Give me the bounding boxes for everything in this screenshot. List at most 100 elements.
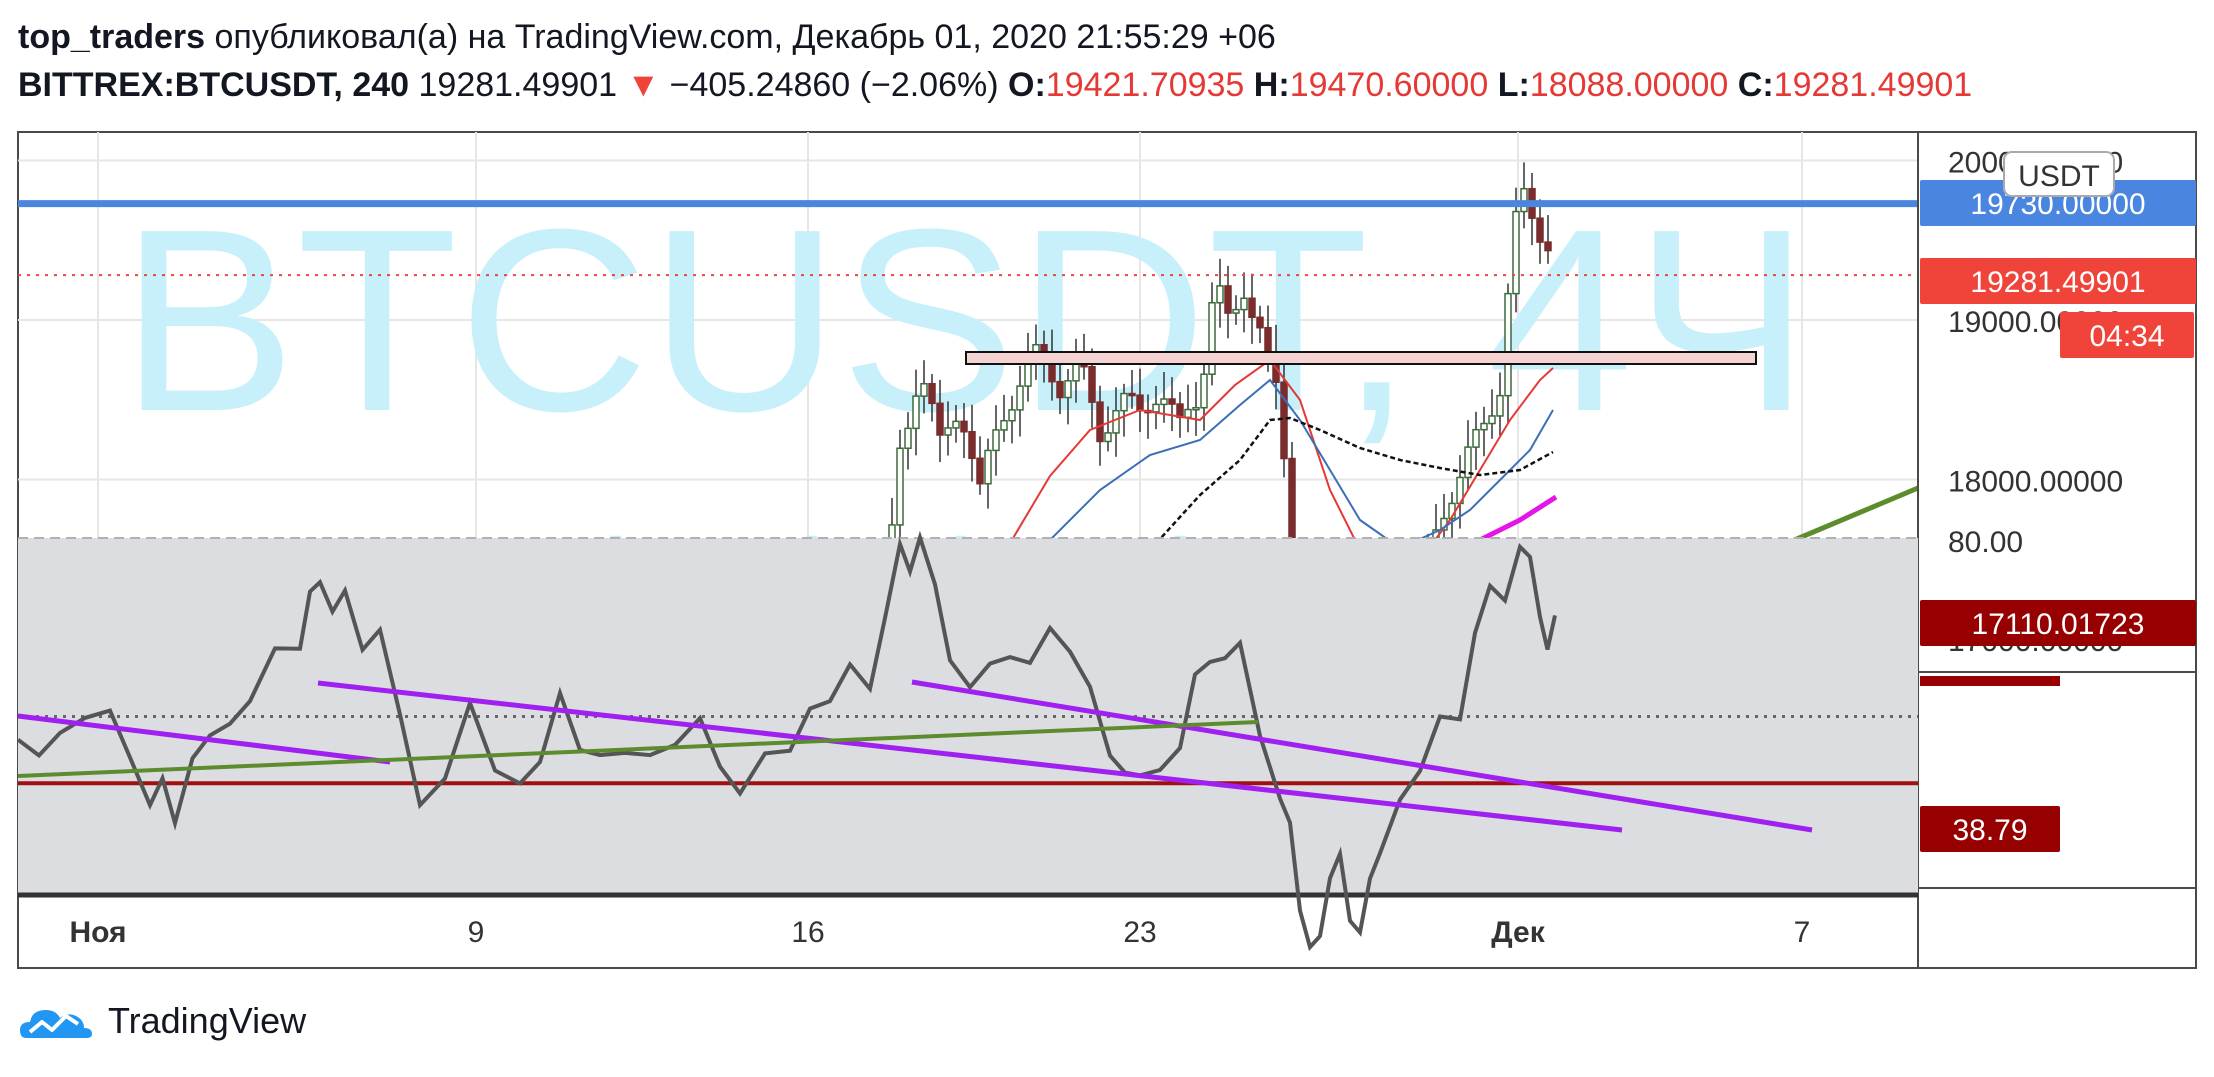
- tradingview-logo-icon: [20, 1010, 92, 1038]
- candle-body: [1512, 210, 1520, 295]
- time-tick: 16: [791, 916, 824, 949]
- rsi-value-label: 38.79: [1952, 814, 2027, 847]
- candle-body: [1240, 297, 1248, 311]
- candle-body: [960, 420, 968, 433]
- candle-body: [1184, 408, 1192, 419]
- axis-marker: [1920, 676, 2060, 686]
- candle-body: [904, 427, 912, 449]
- candle-body: [1504, 292, 1512, 397]
- time-tick: 7: [1794, 916, 1811, 949]
- candle-body: [1496, 394, 1504, 417]
- candle-body: [1256, 316, 1264, 329]
- candle-body: [1280, 381, 1288, 460]
- watermark-symbol: BTCUSDT, 4Ч: [120, 176, 1810, 466]
- candle-body: [1480, 422, 1488, 431]
- candle-body: [1088, 365, 1096, 403]
- last-price: 19281.49901: [418, 66, 618, 104]
- currency-badge[interactable]: [2003, 151, 2115, 197]
- open-value: 19421.70935: [1045, 66, 1245, 104]
- candle-body: [1000, 419, 1008, 431]
- candle-body: [1096, 401, 1104, 443]
- candle-body: [1008, 409, 1016, 422]
- down-arrow-icon: ▼: [626, 66, 661, 104]
- publish-info: опубликовал(а) на TradingView.com, Декаб…: [205, 18, 1276, 56]
- quote-line: BITTREX:BTCUSDT, 240 19281.49901 ▼ −405.…: [18, 62, 2194, 108]
- candle-body: [1544, 241, 1552, 252]
- rsi-trend-line[interactable]: [17, 713, 391, 765]
- rsi-trend-line-green[interactable]: [17, 720, 1259, 778]
- chart-canvas[interactable]: BTCUSDT, 4ЧBitcoin / Tether20000.0000019…: [0, 0, 2214, 1000]
- candle-body: [1112, 409, 1120, 434]
- open-label: O:: [1008, 66, 1046, 104]
- rsi-tick: 80.00: [1948, 526, 2023, 559]
- last-price-label-bg[interactable]: [1920, 258, 2196, 304]
- resistance-price-label-bg[interactable]: [1920, 180, 2196, 226]
- candle-body: [1192, 406, 1200, 411]
- candle-body: [1056, 380, 1064, 399]
- last-price-label: 19281.49901: [1970, 266, 2145, 299]
- high-label: H:: [1253, 66, 1290, 104]
- close-value: 19281.49901: [1773, 66, 1973, 104]
- support-price-label-bg[interactable]: [1920, 600, 2196, 646]
- candle-body: [1208, 302, 1216, 375]
- candle-body: [912, 395, 920, 430]
- candle-body: [928, 382, 936, 405]
- time-tick: Дек: [1491, 916, 1545, 949]
- candle-body: [1120, 392, 1128, 412]
- candle-body: [1016, 385, 1024, 411]
- rsi-trend-line[interactable]: [317, 680, 1623, 833]
- author-name[interactable]: top_traders: [18, 18, 206, 56]
- candle-body: [1168, 398, 1176, 405]
- footer: TradingView: [18, 998, 306, 1044]
- symbol-interval[interactable]: BITTREX:BTCUSDT, 240: [18, 66, 410, 104]
- candle-body: [896, 447, 904, 526]
- ema-slow-line: [949, 378, 1554, 673]
- candle-body: [968, 431, 976, 460]
- candle-body: [1104, 432, 1112, 443]
- low-label: L:: [1497, 66, 1530, 104]
- candle-body: [1224, 285, 1232, 314]
- candle-body: [1232, 308, 1240, 314]
- candle-body: [992, 429, 1000, 452]
- currency-label: USDT: [2018, 160, 2100, 193]
- candle-body: [936, 402, 944, 436]
- rsi-band: [18, 538, 1918, 895]
- bar-countdown-label-bg[interactable]: [2060, 312, 2194, 358]
- candle-body: [976, 457, 984, 485]
- price-change: −405.24860 (−2.06%): [669, 66, 999, 104]
- rsi-line: [16, 530, 1557, 952]
- bar-countdown-label: 04:34: [2089, 320, 2164, 353]
- candle-body: [1472, 428, 1480, 448]
- ma-step-line: [1024, 416, 1554, 673]
- low-value: 18088.00000: [1529, 66, 1729, 104]
- rsi-value-label-bg[interactable]: [1920, 806, 2060, 852]
- candle-body: [1128, 392, 1136, 397]
- candle-body: [984, 449, 992, 485]
- resistance-zone[interactable]: [965, 351, 1757, 365]
- candle-body: [1200, 373, 1208, 409]
- chart-header: top_traders опубликовал(а) на TradingVie…: [18, 14, 2194, 108]
- time-tick: 23: [1123, 916, 1156, 949]
- candle-body: [1488, 415, 1496, 425]
- candle-body: [1264, 326, 1272, 353]
- candle-body: [1152, 403, 1160, 413]
- candle-body: [1536, 217, 1544, 243]
- ema-fast-line: [911, 358, 1554, 673]
- price-tick: 18000.00000: [1948, 466, 2123, 499]
- high-value: 19470.60000: [1289, 66, 1489, 104]
- candle-body: [1248, 297, 1256, 319]
- candle-body: [952, 420, 960, 429]
- candle-body: [1136, 394, 1144, 412]
- support-price-label: 17110.01723: [1972, 608, 2145, 641]
- brand-name[interactable]: TradingView: [108, 1000, 307, 1041]
- candle-body: [1216, 285, 1224, 304]
- candle-body: [920, 382, 928, 397]
- time-tick: 9: [468, 916, 485, 949]
- candle-body: [944, 427, 952, 436]
- publish-line: top_traders опубликовал(а) на TradingVie…: [18, 14, 2194, 60]
- candle-body: [1464, 446, 1472, 479]
- candle-body: [1064, 380, 1072, 399]
- time-tick: Ноя: [69, 916, 126, 949]
- close-label: C:: [1737, 66, 1774, 104]
- rsi-trend-line[interactable]: [911, 679, 1813, 833]
